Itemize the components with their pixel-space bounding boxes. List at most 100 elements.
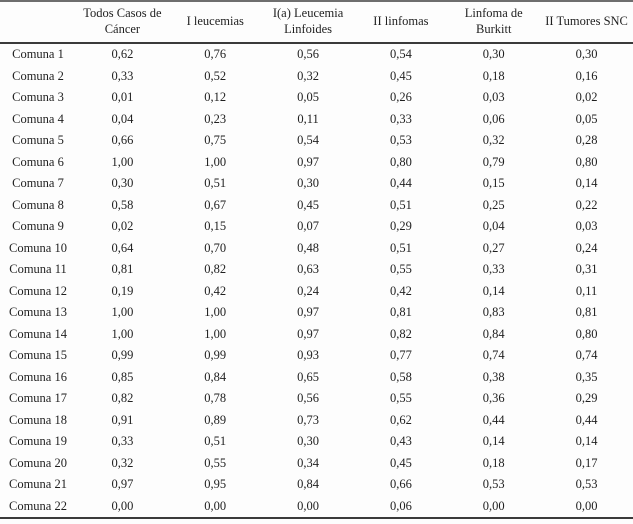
table-cell: 0,44 <box>389 176 412 191</box>
table-cell: 0,97 <box>111 477 134 492</box>
table-cell: 0,24 <box>297 283 319 298</box>
row-label: Comuna 7 <box>12 176 64 191</box>
table-cell: 0,01 <box>111 90 134 105</box>
table-row: Comuna 2 0,33 0,52 0,32 0,45 0,18 0,16 <box>0 66 633 88</box>
table-cell: 0,14 <box>482 283 505 298</box>
row-label: Comuna 1 <box>12 47 64 62</box>
table-cell: 0,32 <box>111 455 134 470</box>
row-label: Comuna 12 <box>9 283 67 298</box>
table-cell: 0,48 <box>297 240 319 255</box>
table-cell: 0,95 <box>204 477 227 492</box>
table-cell: 0,85 <box>111 369 134 384</box>
table-cell: 0,05 <box>575 111 598 126</box>
column-header-linfoma-burkitt: Linfoma de Burkitt <box>464 6 523 36</box>
table-cell: 0,56 <box>297 391 319 406</box>
row-label: Comuna 2 <box>12 68 64 83</box>
table-row: Comuna 22 0,00 0,00 0,00 0,06 0,00 0,00 <box>0 496 633 519</box>
row-label: Comuna 5 <box>12 133 64 148</box>
table-cell: 0,04 <box>482 219 505 234</box>
table-cell: 0,84 <box>482 326 505 341</box>
header-row: Todos Casos de Cáncer I leucemias I(a) L… <box>0 1 633 43</box>
row-label: Comuna 3 <box>12 90 64 105</box>
table-cell: 0,35 <box>575 369 598 384</box>
table-cell: 0,03 <box>575 219 598 234</box>
table-cell: 0,73 <box>297 412 319 427</box>
table-cell: 0,81 <box>111 262 134 277</box>
table-cell: 0,00 <box>111 498 134 513</box>
table-body: Comuna 1 0,62 0,76 0,56 0,54 0,30 0,30 Comuna 2… <box>0 43 633 518</box>
table-cell: 0,63 <box>297 262 319 277</box>
table-cell: 0,00 <box>575 498 598 513</box>
table-row: Comuna 8 0,58 0,67 0,45 0,51 0,25 0,22 <box>0 195 633 217</box>
table-cell: 0,80 <box>389 154 412 169</box>
row-label: Comuna 10 <box>9 240 67 255</box>
table-cell: 0,25 <box>482 197 505 212</box>
table-cell: 0,44 <box>575 412 598 427</box>
table-cell: 1,00 <box>204 154 227 169</box>
row-label: Comuna 4 <box>12 111 64 126</box>
table-cell: 0,03 <box>482 90 505 105</box>
table-cell: 0,84 <box>297 477 319 492</box>
table-cell: 0,89 <box>204 412 227 427</box>
table-cell: 0,53 <box>389 133 412 148</box>
column-header-todos-casos: Todos Casos de Cáncer <box>83 6 162 36</box>
table-cell: 0,04 <box>111 111 134 126</box>
row-label: Comuna 13 <box>9 305 67 320</box>
table-cell: 0,45 <box>389 68 412 83</box>
table-row: Comuna 3 0,01 0,12 0,05 0,26 0,03 0,02 <box>0 87 633 109</box>
table-cell: 0,17 <box>575 455 598 470</box>
column-header-leucemias: I leucemias <box>186 14 244 29</box>
table-row: Comuna 13 1,00 1,00 0,97 0,81 0,83 0,81 <box>0 302 633 324</box>
table-cell: 0,70 <box>204 240 227 255</box>
table-cell: 1,00 <box>111 305 134 320</box>
table-cell: 0,56 <box>297 47 319 62</box>
table-header: Todos Casos de Cáncer I leucemias I(a) L… <box>0 1 633 43</box>
row-label: Comuna 15 <box>9 348 67 363</box>
table-cell: 0,80 <box>575 154 598 169</box>
table-cell: 0,33 <box>389 111 412 126</box>
table-cell: 0,02 <box>111 219 134 234</box>
table-cell: 0,66 <box>389 477 412 492</box>
table-cell: 0,26 <box>389 90 412 105</box>
table-row: Comuna 14 1,00 1,00 0,97 0,82 0,84 0,80 <box>0 324 633 346</box>
table-cell: 0,22 <box>575 197 598 212</box>
column-header-linfomas: II linfomas <box>373 14 429 29</box>
table-cell: 0,16 <box>575 68 598 83</box>
table-cell: 0,76 <box>204 47 227 62</box>
table-cell: 0,31 <box>575 262 598 277</box>
table-cell: 0,19 <box>111 283 134 298</box>
table-cell: 0,44 <box>482 412 505 427</box>
table-cell: 0,53 <box>575 477 598 492</box>
table-cell: 0,30 <box>297 176 319 191</box>
table-row: Comuna 20 0,32 0,55 0,34 0,45 0,18 0,17 <box>0 453 633 475</box>
table-cell: 1,00 <box>111 154 134 169</box>
table-cell: 0,12 <box>204 90 227 105</box>
table-cell: 1,00 <box>111 326 134 341</box>
table-cell: 0,58 <box>111 197 134 212</box>
table-cell: 0,24 <box>575 240 598 255</box>
row-label: Comuna 19 <box>9 434 67 449</box>
row-label: Comuna 21 <box>9 477 67 492</box>
row-label: Comuna 22 <box>9 498 67 513</box>
table-row: Comuna 12 0,19 0,42 0,24 0,42 0,14 0,11 <box>0 281 633 303</box>
table-row: Comuna 21 0,97 0,95 0,84 0,66 0,53 0,53 <box>0 474 633 496</box>
table-cell: 0,00 <box>297 498 319 513</box>
table-cell: 0,51 <box>204 176 227 191</box>
table-cell: 0,06 <box>389 498 412 513</box>
table-cell: 0,67 <box>204 197 227 212</box>
table-cell: 0,45 <box>297 197 319 212</box>
table-cell: 0,83 <box>482 305 505 320</box>
table-cell: 0,33 <box>482 262 505 277</box>
table-cell: 0,82 <box>204 262 227 277</box>
table-cell: 0,33 <box>111 434 134 449</box>
table-cell: 0,97 <box>297 154 319 169</box>
table-cell: 0,51 <box>389 240 412 255</box>
table-cell: 0,78 <box>204 391 227 406</box>
row-label: Comuna 6 <box>12 154 64 169</box>
table-cell: 0,15 <box>204 219 227 234</box>
row-label: Comuna 8 <box>12 197 64 212</box>
table-cell: 0,66 <box>111 133 134 148</box>
table-cell: 0,97 <box>297 305 319 320</box>
